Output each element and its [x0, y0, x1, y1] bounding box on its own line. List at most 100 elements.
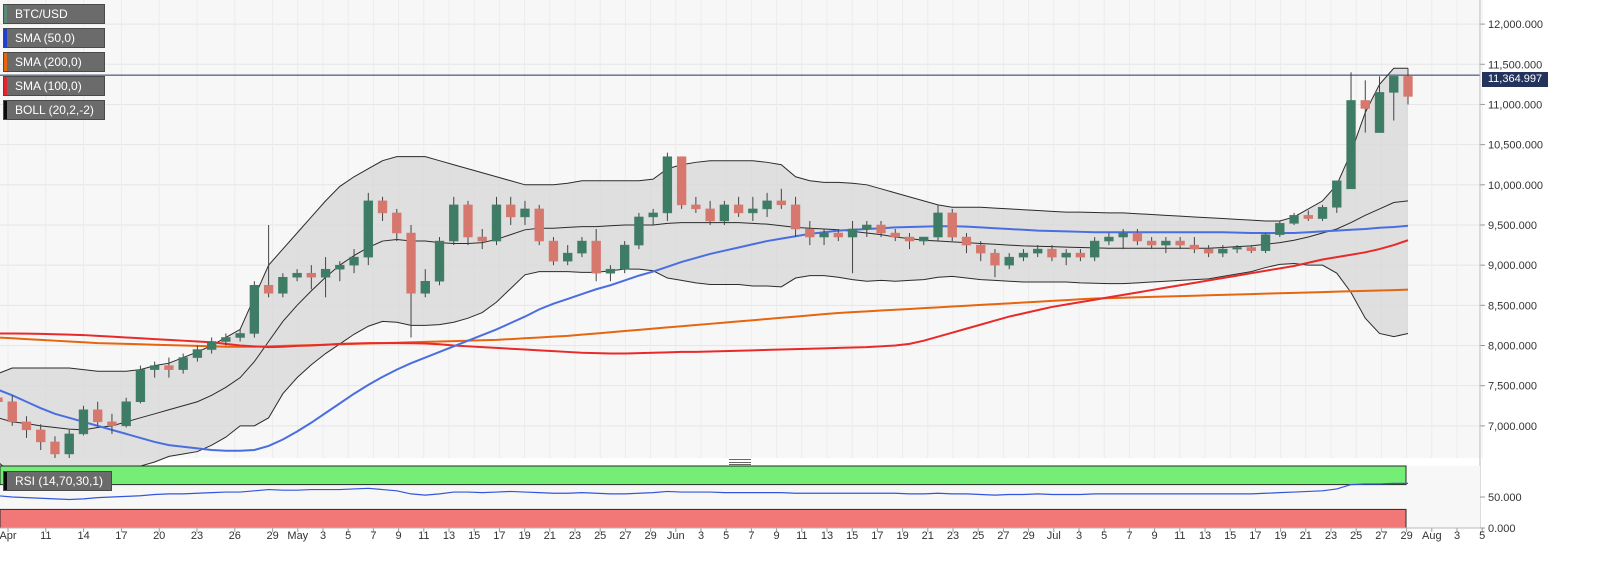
candle: [819, 229, 829, 246]
candles: [0, 68, 1413, 458]
price-axis[interactable]: 7,000.000 7,500.000 8,000.000 8,500.000 9,00…: [1480, 19, 1543, 433]
x-tick-label: 17: [1249, 530, 1261, 542]
candle: [164, 357, 174, 378]
candle: [192, 345, 203, 362]
x-tick-label: 21: [1300, 530, 1312, 542]
candle-body: [1075, 252, 1086, 258]
candle-body: [705, 208, 715, 222]
candle: [306, 265, 316, 290]
y-tick-label: 8,000.000: [1488, 341, 1537, 353]
candle-body: [377, 200, 388, 214]
candle-body: [776, 200, 786, 206]
candle: [563, 245, 573, 266]
candle-body: [933, 212, 943, 238]
x-tick-label: Jul: [1047, 530, 1061, 542]
candle: [1104, 233, 1114, 246]
legend-sma-200[interactable]: SMA (200,0): [3, 52, 105, 72]
legend-swatch: [4, 53, 7, 71]
candle: [377, 196, 388, 221]
candle-body: [1061, 252, 1071, 258]
candle: [278, 273, 288, 298]
candle-body: [904, 236, 915, 242]
candle-body: [320, 268, 331, 278]
candle: [1161, 237, 1171, 254]
candle-body: [292, 272, 302, 278]
candle: [1303, 210, 1313, 221]
candle: [1047, 245, 1057, 262]
candle: [477, 229, 487, 250]
bollinger-lower-line: [0, 263, 1409, 491]
x-tick-label: 3: [1076, 530, 1082, 542]
rsi-line: [0, 482, 1408, 501]
rsi-axis: 0.000 50.000: [1480, 492, 1522, 535]
candle-body: [335, 264, 345, 270]
x-tick-label: 23: [569, 530, 581, 542]
candle: [676, 156, 687, 209]
candle: [93, 401, 103, 426]
candle-body: [93, 409, 103, 423]
y-tick-label: 9,500.000: [1488, 220, 1537, 232]
legend-sma-50[interactable]: SMA (50,0): [3, 28, 105, 48]
bollinger-middle-line: [0, 200, 1409, 431]
candle-body: [790, 204, 801, 230]
legend-rsi[interactable]: RSI (14,70,30,1): [3, 471, 113, 491]
candle: [705, 200, 715, 225]
candle: [1132, 229, 1143, 246]
candle-body: [976, 244, 986, 254]
legend-btcusd[interactable]: BTC/USD: [3, 4, 105, 24]
candle-body: [420, 280, 430, 294]
candle-body: [1260, 234, 1271, 251]
candle-body: [961, 236, 972, 246]
candle: [805, 220, 815, 246]
x-tick-label: 20: [153, 530, 165, 542]
legend-label: RSI (14,70,30,1): [15, 474, 104, 488]
x-tick-label: 3: [320, 530, 326, 542]
bollinger-fill: [0, 68, 1408, 491]
x-tick-label: 5: [1479, 530, 1485, 542]
legend-label: SMA (200,0): [15, 55, 82, 69]
y-tick-label: 12,000.000: [1488, 19, 1543, 31]
x-tick-label: 17: [871, 530, 883, 542]
candle-body: [0, 397, 3, 403]
candle: [1075, 249, 1086, 262]
pane-resize-handle[interactable]: [729, 459, 751, 465]
candle: [548, 237, 559, 266]
candle-body: [263, 284, 274, 294]
candle-body: [7, 401, 17, 423]
candle: [1389, 76, 1399, 121]
candle: [961, 233, 972, 254]
candle-body: [363, 200, 373, 258]
bollinger-upper-line: [0, 67, 1408, 374]
candle-body: [620, 244, 630, 270]
candle: [249, 281, 260, 338]
candle-body: [1403, 76, 1413, 97]
candle-body: [1118, 232, 1128, 238]
indicator-legend: BTC/USD SMA (50,0) SMA (200,0) SMA (100,…: [3, 4, 105, 120]
candle-body: [36, 429, 46, 443]
candle: [434, 237, 445, 286]
candle-body: [1389, 76, 1399, 93]
candle-body: [1161, 240, 1171, 246]
candle: [605, 265, 616, 282]
candle: [1232, 245, 1242, 254]
candle-body: [164, 365, 174, 370]
candle-body: [1189, 244, 1200, 250]
rsi-y-tick-label: 50.000: [1488, 492, 1522, 504]
rsi-indicator: [0, 482, 1408, 501]
x-tick-label: 13: [1199, 530, 1211, 542]
candle: [847, 220, 858, 274]
candle: [933, 204, 943, 242]
candle: [990, 249, 1000, 278]
candle: [1218, 245, 1228, 258]
x-tick-label: 11: [796, 530, 807, 542]
candle-body: [1203, 248, 1214, 254]
legend-swatch: [4, 77, 7, 95]
legend-sma-100[interactable]: SMA (100,0): [3, 76, 105, 96]
legend-bollinger[interactable]: BOLL (20,2,-2): [3, 100, 105, 120]
candle: [64, 429, 74, 458]
bollinger-bands: [0, 67, 1409, 491]
time-axis[interactable]: Apr 11 14 17 20 23 26 29 May 3 5 7 9 11 13 15 17 19 21 23 25…: [0, 527, 1485, 542]
candle-body: [21, 421, 32, 431]
candle: [591, 229, 601, 282]
